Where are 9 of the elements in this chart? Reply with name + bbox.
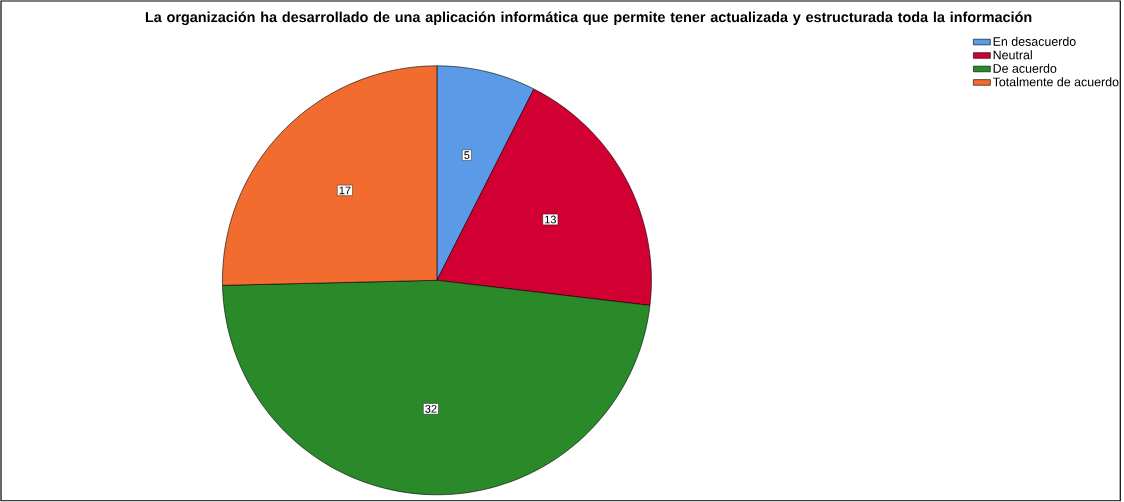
chart-title: La organización ha desarrollado de una aplicación informática que permite tener actualizada y estructurada toda la información: [145, 11, 1032, 26]
data-label: 32: [425, 405, 437, 413]
legend-label: De acuerdo: [993, 63, 1057, 73]
legend-label: En desacuerdo: [993, 36, 1076, 47]
data-label: 17: [339, 186, 351, 195]
data-label: 5: [464, 151, 470, 160]
legend-label: Totalmente de acuerdo: [992, 77, 1119, 87]
legend-label: Neutral: [993, 50, 1032, 60]
data-label: 13: [545, 215, 556, 224]
